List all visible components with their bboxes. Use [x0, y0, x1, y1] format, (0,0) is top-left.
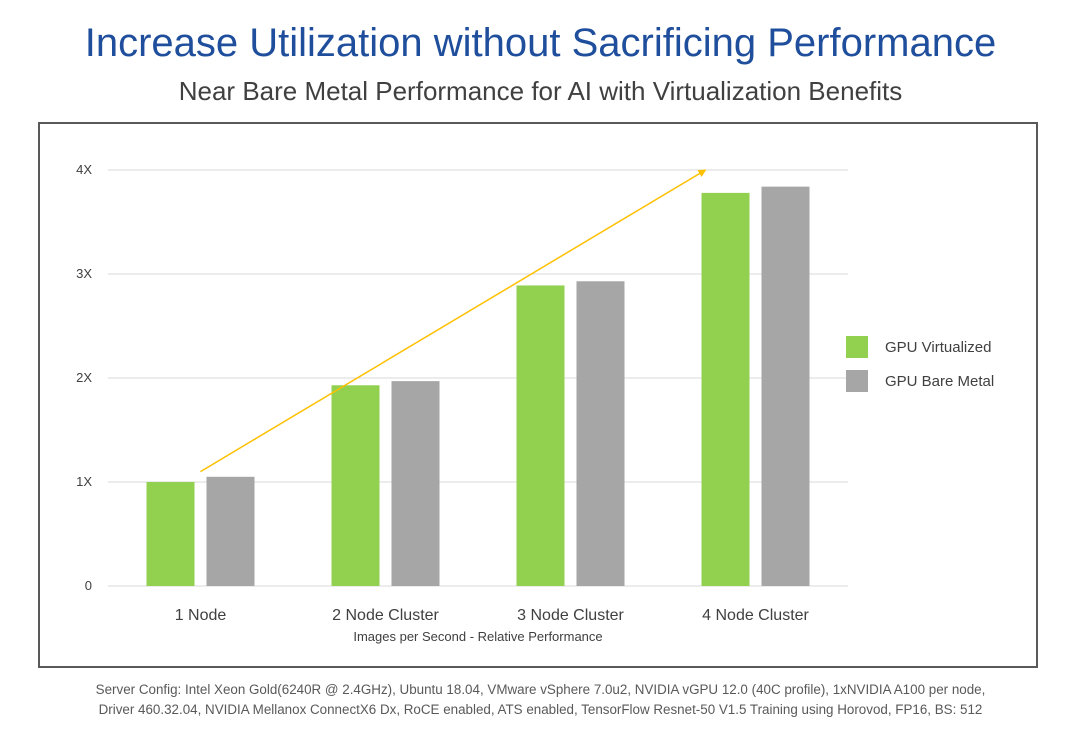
bar-gpu-bare-metal [576, 281, 625, 586]
trend-arrow [200, 169, 707, 473]
chart-frame: 0 1X 2X 3X 4X 1 Node 2 Node Cluster 3 Node Clus… [38, 122, 1038, 668]
slide-title: Increase Utilization without Sacrificing… [84, 21, 997, 65]
bar-gpu-virtualized [331, 385, 380, 586]
slide-subtitle: Near Bare Metal Performance for AI with … [178, 76, 903, 106]
server-config-footnote: Server Config: Intel Xeon Gold(6240R @ 2… [0, 680, 1081, 720]
footnote-line-1: Server Config: Intel Xeon Gold(6240R @ 2… [95, 682, 986, 697]
y-tick-label: 3X [76, 266, 92, 281]
bar-gpu-virtualized [701, 192, 750, 586]
x-category-label: 2 Node Cluster [332, 607, 439, 624]
x-category-label: 3 Node Cluster [517, 607, 624, 624]
bar-gpu-bare-metal [206, 476, 255, 586]
x-category-label: 1 Node [175, 607, 227, 624]
y-tick-label: 4X [76, 162, 92, 177]
legend-swatch [846, 370, 868, 392]
legend-swatch [846, 336, 868, 358]
bar-chart: 0 1X 2X 3X 4X 1 Node 2 Node Cluster 3 Node Clus… [76, 162, 994, 644]
bar-gpu-bare-metal [391, 381, 440, 586]
y-tick-label: 0 [85, 578, 92, 593]
bar-gpu-virtualized [516, 285, 565, 586]
x-category-label: 4 Node Cluster [702, 607, 809, 624]
x-axis-title: Images per Second - Relative Performance [353, 629, 602, 644]
bar-gpu-bare-metal [761, 186, 810, 586]
footnote-line-2: Driver 460.32.04, NVIDIA Mellanox Connec… [98, 702, 983, 717]
legend-label: GPU Virtualized [885, 339, 991, 356]
y-tick-label: 1X [76, 474, 92, 489]
legend-label: GPU Bare Metal [885, 373, 994, 390]
bar-gpu-virtualized [146, 482, 195, 586]
y-tick-label: 2X [76, 370, 92, 385]
